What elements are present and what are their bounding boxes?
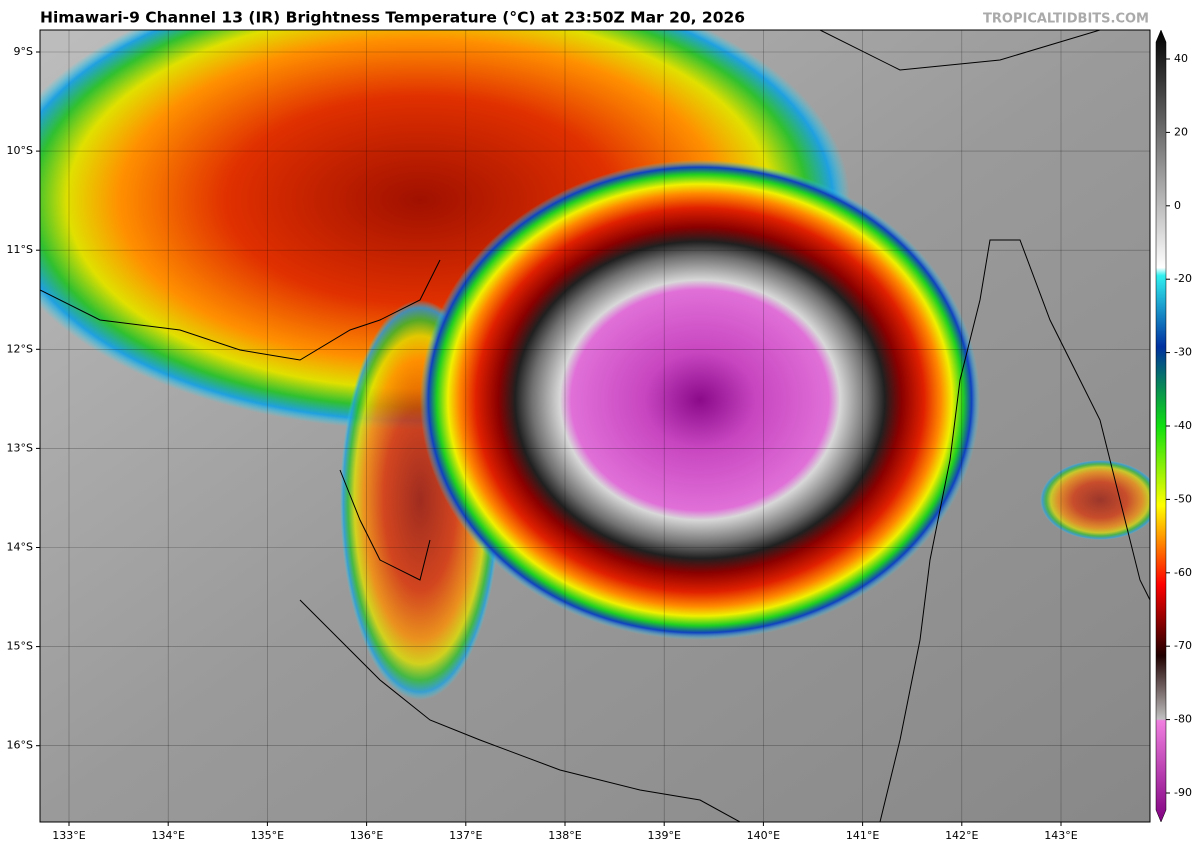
colorbar-tick-label: 40 <box>1174 52 1188 65</box>
colorbar-tick-label: -30 <box>1174 346 1192 359</box>
cloud-band <box>1040 460 1150 540</box>
lon-label: 139°E <box>647 829 680 842</box>
lon-label: 142°E <box>945 829 978 842</box>
lat-label: 12°S <box>7 342 33 355</box>
imagery <box>40 30 1150 822</box>
lon-label: 133°E <box>52 829 85 842</box>
lat-label: 10°S <box>7 144 33 157</box>
lat-label: 11°S <box>7 243 33 256</box>
lon-label: 143°E <box>1044 829 1077 842</box>
lon-label: 141°E <box>846 829 879 842</box>
lon-label: 138°E <box>548 829 581 842</box>
lon-label: 136°E <box>350 829 383 842</box>
title: Himawari-9 Channel 13 (IR) Brightness Te… <box>40 9 745 27</box>
lon-label: 134°E <box>151 829 184 842</box>
colorbar-tick-label: 0 <box>1174 199 1181 212</box>
colorbar-tick-label: -80 <box>1174 713 1192 726</box>
colorbar-tick-label: -90 <box>1174 786 1192 799</box>
map-frame <box>39 29 1151 823</box>
colorbar-tick-label: -70 <box>1174 639 1192 652</box>
lat-label: 15°S <box>7 640 33 653</box>
coastline <box>40 30 1150 822</box>
colorbar-tick-label: 20 <box>1174 125 1188 138</box>
colorbar-tick-label: -40 <box>1174 419 1192 432</box>
colorbar-tick-label: -20 <box>1174 272 1192 285</box>
colorbar-tick-label: -60 <box>1174 566 1192 579</box>
lat-label: 9°S <box>14 45 33 58</box>
lon-label: 135°E <box>251 829 284 842</box>
lon-label: 137°E <box>449 829 482 842</box>
storm <box>420 160 980 640</box>
lat-label: 13°S <box>7 441 33 454</box>
lat-label: 16°S <box>7 739 33 752</box>
lon-label: 140°E <box>747 829 780 842</box>
colorbar-tick-label: -50 <box>1174 492 1192 505</box>
colorbar <box>1155 29 1167 823</box>
credit: TROPICALTIDBITS.COM <box>983 12 1149 27</box>
lat-label: 14°S <box>7 541 33 554</box>
